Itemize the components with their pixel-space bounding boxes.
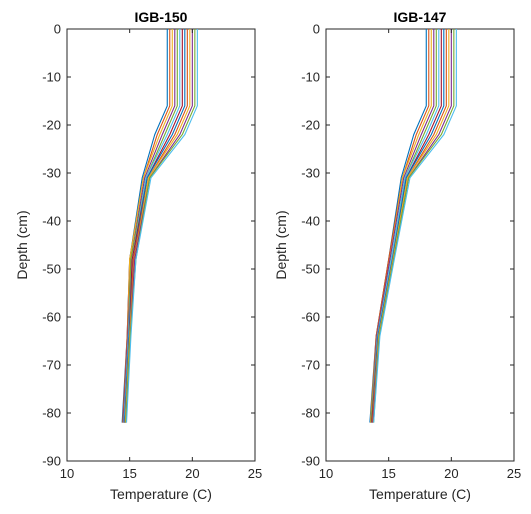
y-tick-label: -50 (42, 262, 61, 277)
y-tick-label: -50 (301, 262, 320, 277)
y-axis-title: Depth (cm) (14, 210, 30, 279)
plot-area (325, 28, 515, 462)
x-tick-label: 15 (122, 466, 136, 481)
series-group (121, 29, 198, 423)
chart-title: IGB-147 (394, 9, 447, 25)
y-tick-label: -60 (301, 310, 320, 325)
y-tick-label: -20 (42, 118, 61, 133)
y-tick-label: -30 (301, 166, 320, 181)
y-axis-title: Depth (cm) (273, 210, 289, 279)
series-line-13 (125, 29, 198, 423)
x-tick-label: 10 (60, 466, 74, 481)
series-line-4 (370, 29, 435, 423)
x-tick-label: 10 (319, 466, 333, 481)
x-axis-title: Temperature (C) (110, 486, 212, 502)
y-tick-label: -30 (42, 166, 61, 181)
x-axis-title: Temperature (C) (369, 486, 471, 502)
series-line-10 (124, 29, 191, 423)
y-tick-label: -80 (42, 406, 61, 421)
y-tick-label: -40 (42, 214, 61, 229)
y-tick-label: -10 (301, 70, 320, 85)
series-line-12 (125, 29, 196, 423)
x-tick-label: 25 (248, 466, 262, 481)
series-group (369, 29, 457, 423)
series-line-13 (373, 29, 457, 423)
y-tick-label: -90 (42, 454, 61, 469)
y-tick-label: -70 (301, 358, 320, 373)
x-tick-label: 15 (381, 466, 395, 481)
y-tick-label: -80 (301, 406, 320, 421)
series-line-6 (371, 29, 440, 423)
y-tick-label: -10 (42, 70, 61, 85)
series-line-6 (123, 29, 181, 423)
series-line-12 (373, 29, 455, 423)
y-tick-label: 0 (54, 22, 61, 37)
series-line-4 (122, 29, 176, 423)
x-tick-label: 25 (507, 466, 521, 481)
series-line-10 (372, 29, 450, 423)
plot-area (66, 28, 256, 462)
series-line-8 (124, 29, 186, 423)
x-tick-label: 20 (444, 466, 458, 481)
y-tick-label: -90 (301, 454, 320, 469)
y-tick-label: -40 (301, 214, 320, 229)
y-tick-label: -60 (42, 310, 61, 325)
x-tick-label: 20 (185, 466, 199, 481)
series-line-8 (371, 29, 445, 423)
y-tick-label: 0 (313, 22, 320, 37)
y-tick-label: -70 (42, 358, 61, 373)
chart-title: IGB-150 (135, 9, 188, 25)
y-tick-label: -20 (301, 118, 320, 133)
